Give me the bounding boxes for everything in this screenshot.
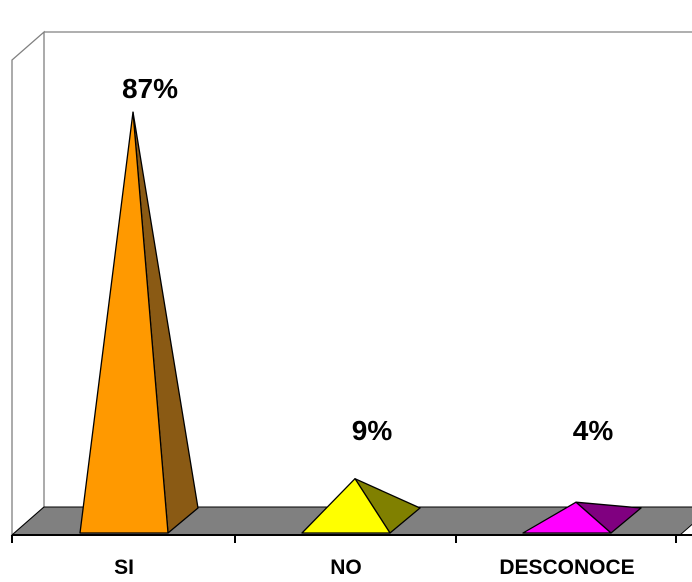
pyramid-front-si xyxy=(79,111,169,534)
x-tick-label-si: SI xyxy=(114,556,134,579)
data-label-background xyxy=(117,71,183,107)
x-tick-label-desconoce: DESCONOCE xyxy=(499,556,634,579)
pyramid-front-no xyxy=(301,478,391,534)
side-wall xyxy=(11,30,45,537)
pyramid-front-desconoce xyxy=(522,501,612,534)
data-label-si: 87% xyxy=(122,73,178,104)
data-label-desconoce: 4% xyxy=(573,415,614,446)
data-labels: 87% 9% 4% xyxy=(117,71,614,446)
x-axis: SI NO DESCONOCE xyxy=(11,534,692,579)
x-tick-label-no: NO xyxy=(330,556,362,579)
data-label-no: 9% xyxy=(352,415,393,446)
chart-marks xyxy=(79,111,642,534)
